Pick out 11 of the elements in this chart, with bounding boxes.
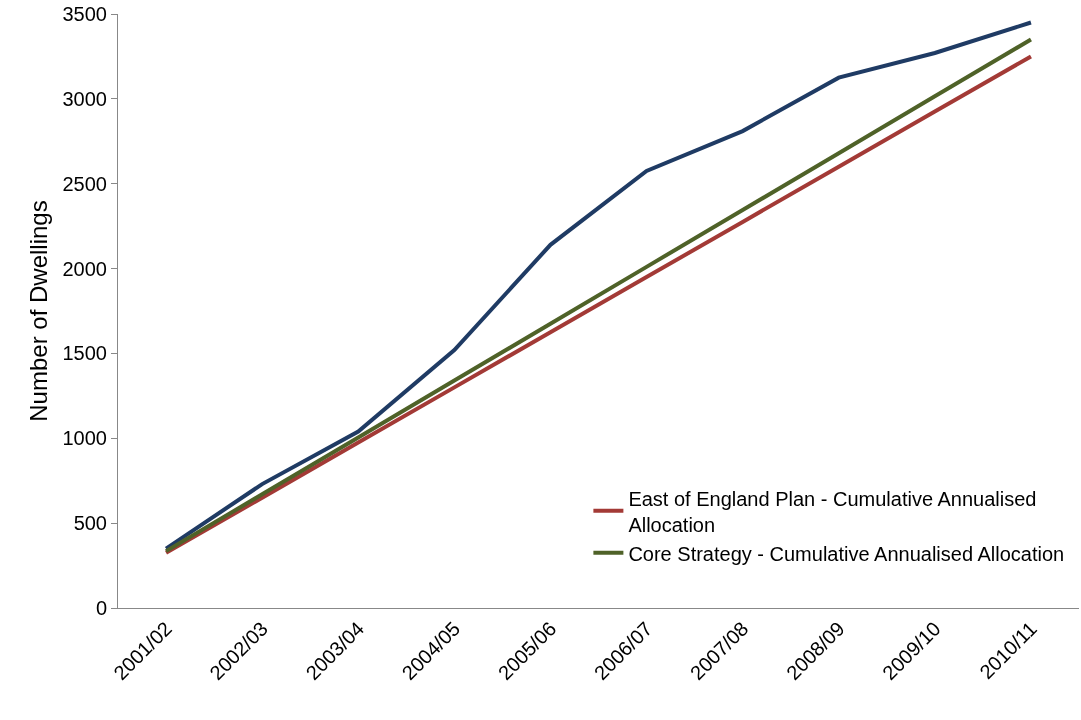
y-tick-label: 3000 [62, 87, 107, 110]
y-tick-label: 500 [73, 512, 107, 535]
legend-label: Core Strategy - Cumulative Annualised Allocation [628, 542, 1065, 565]
y-axis-title: Number of Dwellings [24, 200, 52, 422]
y-tick-label: 2500 [62, 172, 107, 195]
y-tick-label: 2000 [62, 257, 107, 280]
y-tick-label: 1500 [62, 342, 107, 365]
y-tick-label: 3500 [62, 3, 107, 25]
legend-label: East of England Plan - Cumulative Annualised Allocation [628, 487, 1037, 536]
y-tick-label: 1000 [62, 427, 107, 450]
y-tick-label: 0 [95, 597, 107, 619]
